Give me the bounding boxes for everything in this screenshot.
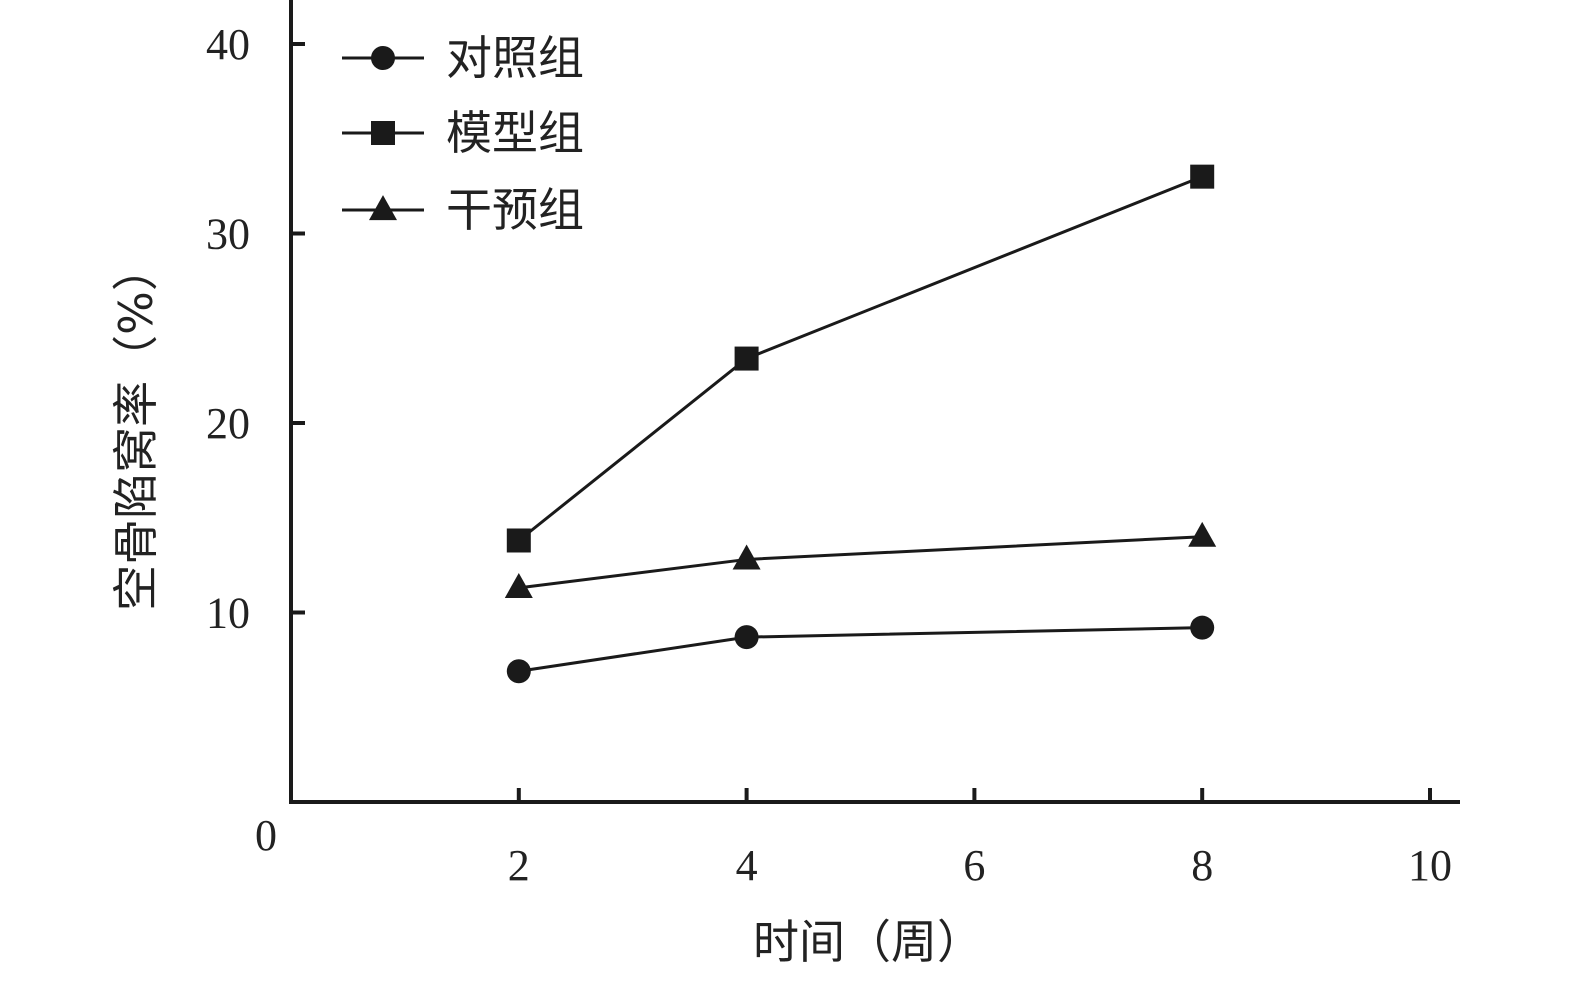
axes	[289, 0, 1460, 804]
legend-item-1: 模型组	[342, 106, 584, 160]
x-tick-label-1: 4	[736, 841, 758, 890]
series-line-2	[518, 535, 1203, 590]
origin-label: 0	[255, 811, 277, 860]
legend-label-1: 模型组	[446, 106, 584, 160]
legend-item-0: 对照组	[342, 31, 584, 85]
data-point-2-2	[1188, 521, 1217, 547]
ticks: 10 20 30 40 2 4 6 8 10	[206, 20, 1452, 890]
data-point-1-1	[734, 346, 759, 371]
data-point-0-2	[1190, 615, 1215, 640]
y-tick-label-2: 30	[206, 210, 250, 259]
legend-marker-2	[369, 195, 397, 221]
series-group	[504, 164, 1217, 684]
y-tick-label-0: 10	[206, 589, 250, 638]
data-point-0-1	[734, 625, 759, 650]
series-line-1	[517, 175, 1203, 542]
legend-marker-1	[371, 121, 395, 145]
series-1	[506, 164, 1215, 553]
x-tick-label-3: 8	[1191, 841, 1213, 890]
data-point-1-0	[506, 528, 531, 553]
data-point-2-0	[504, 572, 533, 598]
legend-marker-0	[371, 46, 395, 70]
y-tick-label-3: 40	[206, 20, 250, 69]
x-tick-label-2: 6	[963, 841, 985, 890]
x-tick-label-4: 10	[1408, 841, 1452, 890]
y-tick-label-1: 20	[206, 399, 250, 448]
data-point-1-2	[1190, 164, 1215, 189]
series-line-0	[518, 626, 1203, 673]
y-axis-title: 空骨陷窝率（%）	[109, 245, 163, 611]
data-point-0-0	[506, 659, 531, 684]
x-tick-label-0: 2	[508, 841, 530, 890]
series-0	[506, 615, 1215, 684]
data-point-2-1	[732, 544, 761, 570]
legend-label-0: 对照组	[446, 31, 584, 85]
legend-item-2: 干预组	[342, 183, 584, 237]
x-axis-title: 时间（周）	[753, 915, 983, 969]
legend-label-2: 干预组	[446, 183, 584, 237]
series-2	[504, 521, 1217, 598]
